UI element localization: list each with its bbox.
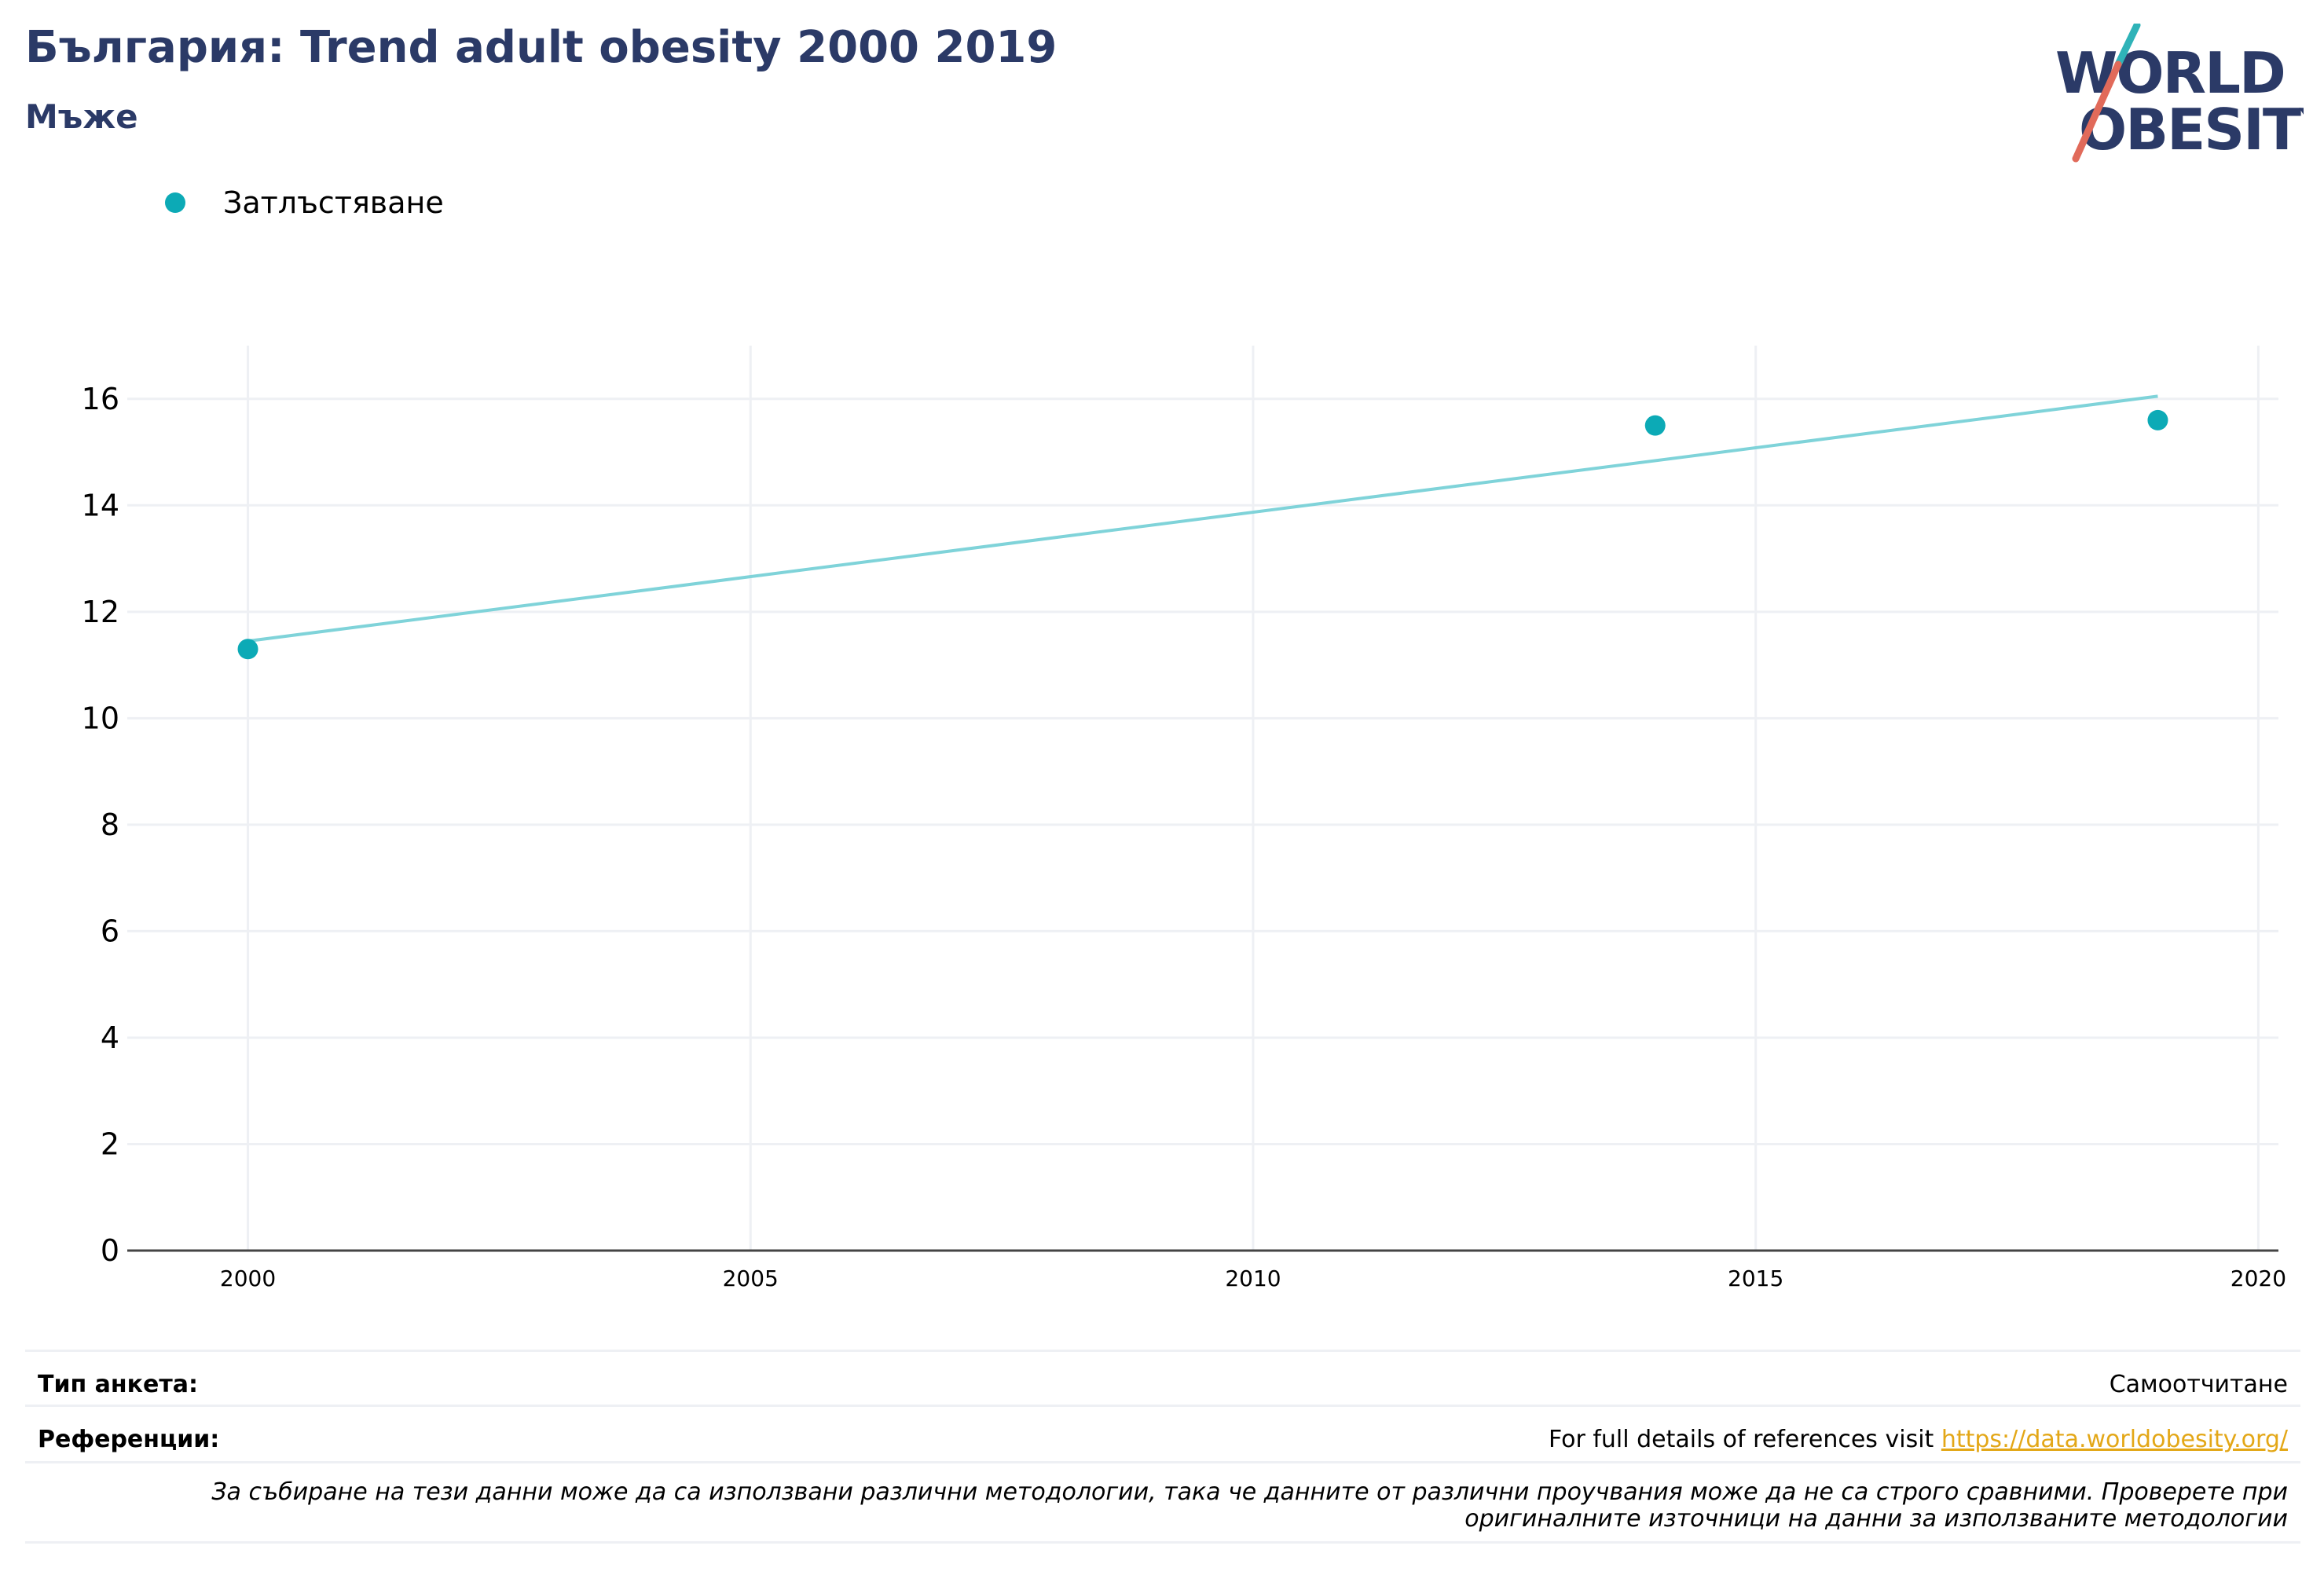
y-tick-label: 16 [82,382,119,416]
y-tick-label: 12 [82,595,119,629]
y-tick-label: 14 [82,488,119,522]
footer-bottom-rule [25,1541,2300,1544]
methodology-note-line-2: оригиналните източници на данни за изпол… [1464,1505,2288,1533]
chart-legend: Затлъстяване [165,184,444,222]
x-tick-label: 2000 [220,1266,276,1291]
survey-type-label: Тип анкета: [38,1371,198,1398]
references-label: Референции: [38,1426,220,1453]
world-obesity-logo: WORLD OBESITY [2055,24,2304,163]
survey-type-value: Самоотчитане [2109,1371,2288,1398]
data-point [1644,415,1666,436]
legend-marker [165,192,185,213]
survey-type-row: Тип анкета: Самоотчитане [25,1350,2300,1407]
methodology-note-line-1: За събиране на тези данни може да са изп… [211,1478,2288,1506]
page-subtitle: Мъже [25,97,138,136]
y-tick-label: 2 [101,1126,119,1161]
svg-text:WORLD: WORLD [2055,40,2285,106]
data-point [2147,409,2168,430]
trend-line [247,394,2158,643]
x-tick-label: 2020 [2231,1266,2286,1291]
page-title: България: Trend adult obesity 2000 2019 [25,22,1058,73]
legend-label: Затлъстяване [223,185,444,220]
references-value: For full details of references visit htt… [1549,1426,2288,1453]
references-row: Референции: For full details of referenc… [25,1405,2300,1463]
y-tick-label: 10 [82,701,119,735]
x-tick-label: 2015 [1728,1266,1783,1291]
methodology-note: За събиране на тези данни може да са изп… [167,1479,2288,1533]
x-tick-label: 2005 [723,1266,779,1291]
references-text: For full details of references visit [1548,1426,1941,1453]
methodology-note-row: За събиране на тези данни може да са изп… [25,1461,2300,1544]
data-point [237,639,258,660]
y-tick-label: 8 [101,808,119,842]
y-tick-label: 0 [101,1233,119,1268]
scatter-chart: 0 2 4 6 8 10 12 14 16 2000 2005 2010 2015 2020 [82,346,2286,1291]
svg-text:OBESITY: OBESITY [2079,97,2304,163]
references-link[interactable]: https://data.worldobesity.org/ [1941,1426,2288,1453]
y-tick-label: 4 [101,1020,119,1055]
y-tick-label: 6 [101,914,119,948]
x-tick-label: 2010 [1225,1266,1281,1291]
